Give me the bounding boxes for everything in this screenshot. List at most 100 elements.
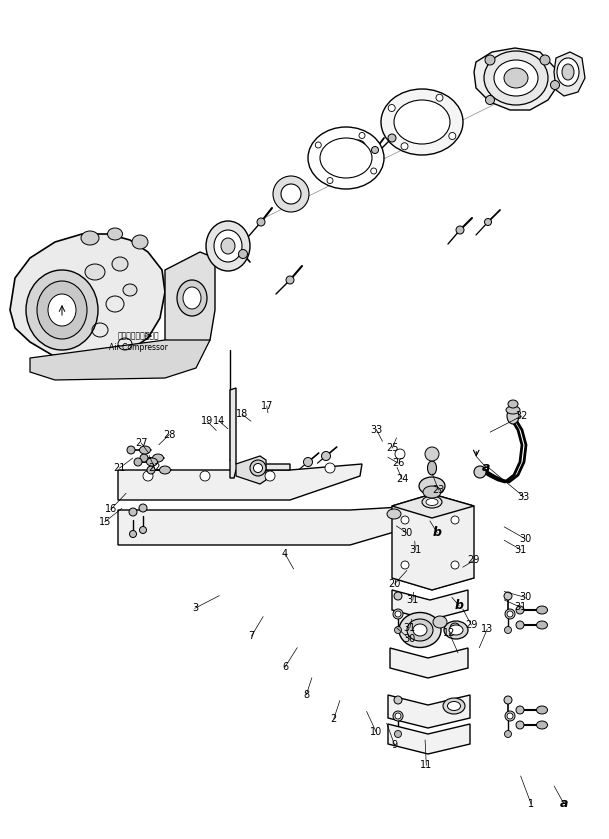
Ellipse shape	[504, 627, 512, 633]
Ellipse shape	[281, 184, 301, 204]
Text: 4: 4	[282, 549, 288, 559]
Ellipse shape	[504, 731, 512, 737]
Ellipse shape	[350, 140, 366, 156]
Text: a: a	[560, 797, 568, 810]
Ellipse shape	[303, 457, 312, 466]
Ellipse shape	[428, 461, 437, 475]
Ellipse shape	[239, 249, 247, 258]
Ellipse shape	[308, 127, 384, 189]
Ellipse shape	[562, 64, 574, 80]
Ellipse shape	[399, 612, 441, 648]
Text: 14: 14	[213, 416, 225, 426]
Ellipse shape	[474, 466, 486, 478]
Ellipse shape	[139, 527, 147, 534]
Ellipse shape	[200, 471, 210, 481]
Ellipse shape	[394, 100, 450, 144]
Ellipse shape	[537, 721, 547, 729]
Ellipse shape	[394, 592, 402, 600]
Ellipse shape	[147, 458, 158, 466]
Ellipse shape	[494, 60, 538, 96]
Text: 29: 29	[468, 555, 480, 565]
Ellipse shape	[423, 486, 441, 498]
Ellipse shape	[485, 218, 491, 226]
Polygon shape	[118, 505, 435, 545]
Text: 13: 13	[481, 624, 493, 634]
Ellipse shape	[139, 446, 150, 454]
Text: 2: 2	[331, 714, 337, 724]
Ellipse shape	[85, 264, 105, 280]
Ellipse shape	[48, 294, 76, 326]
Ellipse shape	[129, 508, 137, 516]
Ellipse shape	[426, 498, 438, 506]
Ellipse shape	[395, 713, 401, 719]
Ellipse shape	[388, 134, 396, 142]
Polygon shape	[390, 648, 468, 678]
Text: エアーコンプレッサ: エアーコンプレッサ	[117, 331, 159, 341]
Ellipse shape	[394, 696, 402, 704]
Ellipse shape	[130, 530, 136, 538]
Text: 22: 22	[149, 463, 161, 473]
Text: 17: 17	[261, 401, 273, 411]
Ellipse shape	[516, 621, 524, 629]
Ellipse shape	[449, 625, 463, 635]
Ellipse shape	[206, 221, 250, 271]
Ellipse shape	[322, 451, 331, 461]
Text: 33: 33	[518, 492, 530, 502]
Ellipse shape	[253, 463, 262, 472]
Text: b: b	[433, 526, 442, 539]
Text: 31: 31	[404, 623, 416, 633]
Polygon shape	[30, 340, 210, 380]
Ellipse shape	[26, 270, 98, 350]
Ellipse shape	[381, 89, 463, 155]
Polygon shape	[230, 388, 290, 478]
Ellipse shape	[134, 458, 142, 466]
Text: 33: 33	[370, 425, 382, 435]
Text: 7: 7	[248, 631, 255, 641]
Text: 23: 23	[432, 485, 445, 495]
Ellipse shape	[327, 178, 333, 184]
Polygon shape	[392, 590, 468, 620]
Text: 30: 30	[519, 534, 531, 544]
Ellipse shape	[112, 257, 128, 271]
Ellipse shape	[407, 619, 433, 641]
Ellipse shape	[485, 55, 495, 65]
Text: 8: 8	[303, 690, 309, 700]
Ellipse shape	[433, 616, 447, 628]
Text: 10: 10	[370, 727, 382, 737]
Ellipse shape	[507, 611, 513, 617]
Ellipse shape	[221, 238, 235, 254]
Text: 9: 9	[392, 740, 398, 750]
Ellipse shape	[315, 142, 322, 148]
Ellipse shape	[504, 68, 528, 88]
Ellipse shape	[422, 496, 442, 508]
Ellipse shape	[504, 592, 512, 600]
Ellipse shape	[393, 711, 403, 721]
Text: 32: 32	[515, 411, 527, 421]
Ellipse shape	[395, 611, 401, 617]
Ellipse shape	[123, 284, 137, 296]
Ellipse shape	[147, 466, 155, 474]
Text: 28: 28	[163, 430, 175, 440]
Ellipse shape	[485, 96, 495, 105]
Ellipse shape	[81, 231, 99, 245]
Text: 19: 19	[201, 416, 213, 426]
Text: 30: 30	[519, 592, 531, 602]
Polygon shape	[118, 464, 362, 500]
Text: 12: 12	[443, 628, 456, 638]
Ellipse shape	[540, 55, 550, 65]
Polygon shape	[10, 234, 165, 360]
Text: 20: 20	[389, 579, 401, 589]
Ellipse shape	[444, 621, 468, 639]
Ellipse shape	[132, 235, 148, 249]
Ellipse shape	[265, 471, 275, 481]
Text: 31: 31	[515, 602, 527, 612]
Text: 29: 29	[465, 620, 477, 630]
Ellipse shape	[359, 133, 365, 138]
Ellipse shape	[177, 280, 207, 316]
Ellipse shape	[551, 81, 560, 90]
Ellipse shape	[320, 138, 372, 178]
Polygon shape	[388, 695, 470, 728]
Ellipse shape	[516, 706, 524, 714]
Ellipse shape	[516, 606, 524, 614]
Ellipse shape	[537, 621, 547, 629]
